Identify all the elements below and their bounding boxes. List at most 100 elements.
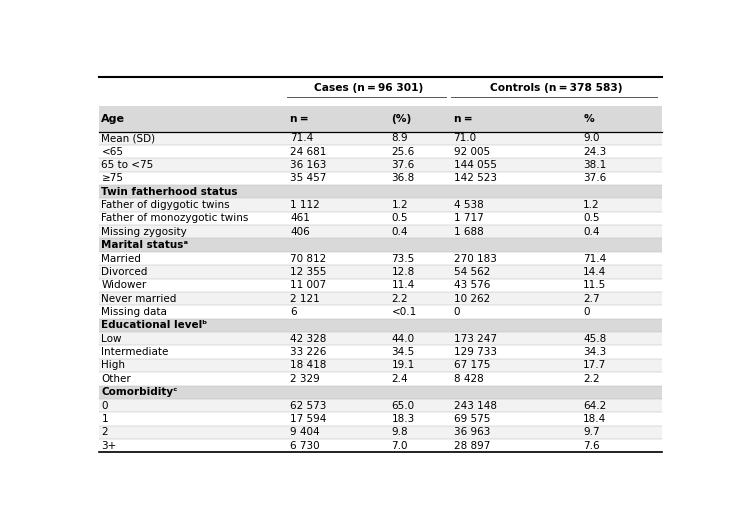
Text: 7.0: 7.0 [392,441,408,451]
Text: 7.6: 7.6 [583,441,600,451]
Text: 62 573: 62 573 [290,401,326,411]
Text: 28 897: 28 897 [453,441,490,451]
Bar [99,359,662,372]
Text: 19.1: 19.1 [392,360,415,370]
Bar [99,198,662,212]
Bar [99,145,662,158]
Text: Intermediate: Intermediate [102,347,168,357]
Text: 14.4: 14.4 [583,267,606,277]
Text: 0: 0 [453,307,460,317]
Text: 2 329: 2 329 [290,374,320,384]
Text: (%): (%) [392,114,412,124]
Bar [99,185,662,198]
Bar [99,106,662,132]
Text: 71.4: 71.4 [290,133,313,143]
Text: 36.8: 36.8 [392,174,415,184]
Text: 270 183: 270 183 [453,254,496,264]
Text: Age: Age [102,114,125,124]
Text: 24 681: 24 681 [290,147,326,157]
Text: 1 688: 1 688 [453,227,483,237]
Bar [99,265,662,279]
Text: Comorbidityᶜ: Comorbidityᶜ [102,387,178,397]
Text: 44.0: 44.0 [392,333,415,343]
Text: 142 523: 142 523 [453,174,496,184]
Text: 6 730: 6 730 [290,441,320,451]
Text: 34.3: 34.3 [583,347,606,357]
Text: %: % [583,114,594,124]
Text: Father of monozygotic twins: Father of monozygotic twins [102,214,249,224]
Text: 54 562: 54 562 [453,267,490,277]
Bar [99,426,662,439]
Text: 1.2: 1.2 [392,200,408,210]
Text: 18.4: 18.4 [583,414,606,424]
Bar [99,372,662,386]
Bar [99,319,662,332]
Bar [99,332,662,346]
Text: 11.5: 11.5 [583,280,606,290]
Bar [99,77,662,106]
Text: Never married: Never married [102,294,177,304]
Text: 1.2: 1.2 [583,200,600,210]
Text: Other: Other [102,374,131,384]
Text: 45.8: 45.8 [583,333,606,343]
Text: Widower: Widower [102,280,147,290]
Text: 9.8: 9.8 [392,427,408,437]
Text: 11 007: 11 007 [290,280,326,290]
Text: <65: <65 [102,147,123,157]
Text: 8.9: 8.9 [392,133,408,143]
Text: 3+: 3+ [102,441,116,451]
Text: Mean (SD): Mean (SD) [102,133,156,143]
Text: 0.4: 0.4 [583,227,600,237]
Bar [99,386,662,399]
Text: 24.3: 24.3 [583,147,606,157]
Text: n =: n = [290,114,309,124]
Text: 0: 0 [583,307,590,317]
Text: 43 576: 43 576 [453,280,490,290]
Text: Twin fatherhood status: Twin fatherhood status [102,187,238,197]
Text: 67 175: 67 175 [453,360,490,370]
Text: 18.3: 18.3 [392,414,415,424]
Text: 2.7: 2.7 [583,294,600,304]
Bar [99,158,662,171]
Text: 92 005: 92 005 [453,147,490,157]
Text: 65 to <75: 65 to <75 [102,160,154,170]
Text: 0.5: 0.5 [583,214,600,224]
Text: 38.1: 38.1 [583,160,606,170]
Text: 144 055: 144 055 [453,160,496,170]
Text: 70 812: 70 812 [290,254,326,264]
Text: 10 262: 10 262 [453,294,490,304]
Text: 6: 6 [290,307,297,317]
Text: Low: Low [102,333,122,343]
Text: 36 963: 36 963 [453,427,490,437]
Text: 2.2: 2.2 [583,374,600,384]
Text: 12 355: 12 355 [290,267,326,277]
Text: 173 247: 173 247 [453,333,496,343]
Text: 243 148: 243 148 [453,401,496,411]
Text: 0: 0 [102,401,108,411]
Text: 37.6: 37.6 [392,160,415,170]
Text: 8 428: 8 428 [453,374,483,384]
Text: Father of digygotic twins: Father of digygotic twins [102,200,230,210]
Bar [99,171,662,185]
Text: 1 717: 1 717 [453,214,483,224]
Text: 461: 461 [290,214,310,224]
Bar [99,252,662,265]
Text: Married: Married [102,254,141,264]
Bar [99,279,662,292]
Text: 71.0: 71.0 [453,133,476,143]
Text: 129 733: 129 733 [453,347,496,357]
Bar [99,412,662,426]
Text: 34.5: 34.5 [392,347,415,357]
Text: <0.1: <0.1 [392,307,417,317]
Text: 9.0: 9.0 [583,133,600,143]
Text: 65.0: 65.0 [392,401,415,411]
Text: n =: n = [453,114,472,124]
Text: 9 404: 9 404 [290,427,320,437]
Text: 9.7: 9.7 [583,427,600,437]
Text: 17.7: 17.7 [583,360,606,370]
Bar [99,238,662,252]
Text: 12.8: 12.8 [392,267,415,277]
Bar [99,292,662,305]
Text: 2: 2 [102,427,108,437]
Text: Controls (n = 378 583): Controls (n = 378 583) [490,83,623,93]
